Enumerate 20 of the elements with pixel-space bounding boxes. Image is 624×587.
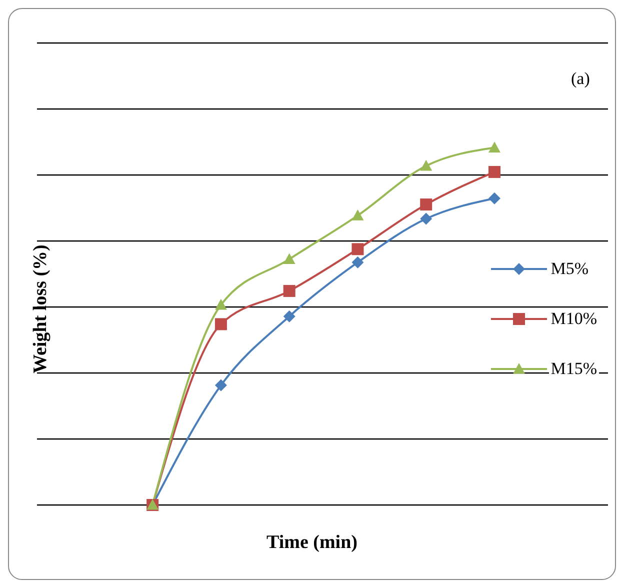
point: [488, 142, 500, 152]
legend-label: M15%: [548, 359, 599, 379]
point: [214, 298, 227, 310]
point: [283, 310, 296, 322]
point: [420, 212, 432, 225]
point: [420, 160, 432, 171]
legend-label: M5%: [548, 259, 590, 279]
point: [352, 243, 364, 256]
legend-label: M10%: [548, 309, 599, 329]
point: [352, 256, 364, 268]
x-axis-title: Time (min): [266, 532, 358, 554]
point: [214, 318, 227, 330]
point: [420, 198, 432, 210]
text: (a): [571, 69, 591, 89]
point: [352, 210, 364, 220]
point: [283, 284, 296, 297]
point: [488, 192, 500, 204]
point: [214, 379, 227, 392]
point: [488, 166, 500, 178]
point: [283, 253, 296, 264]
